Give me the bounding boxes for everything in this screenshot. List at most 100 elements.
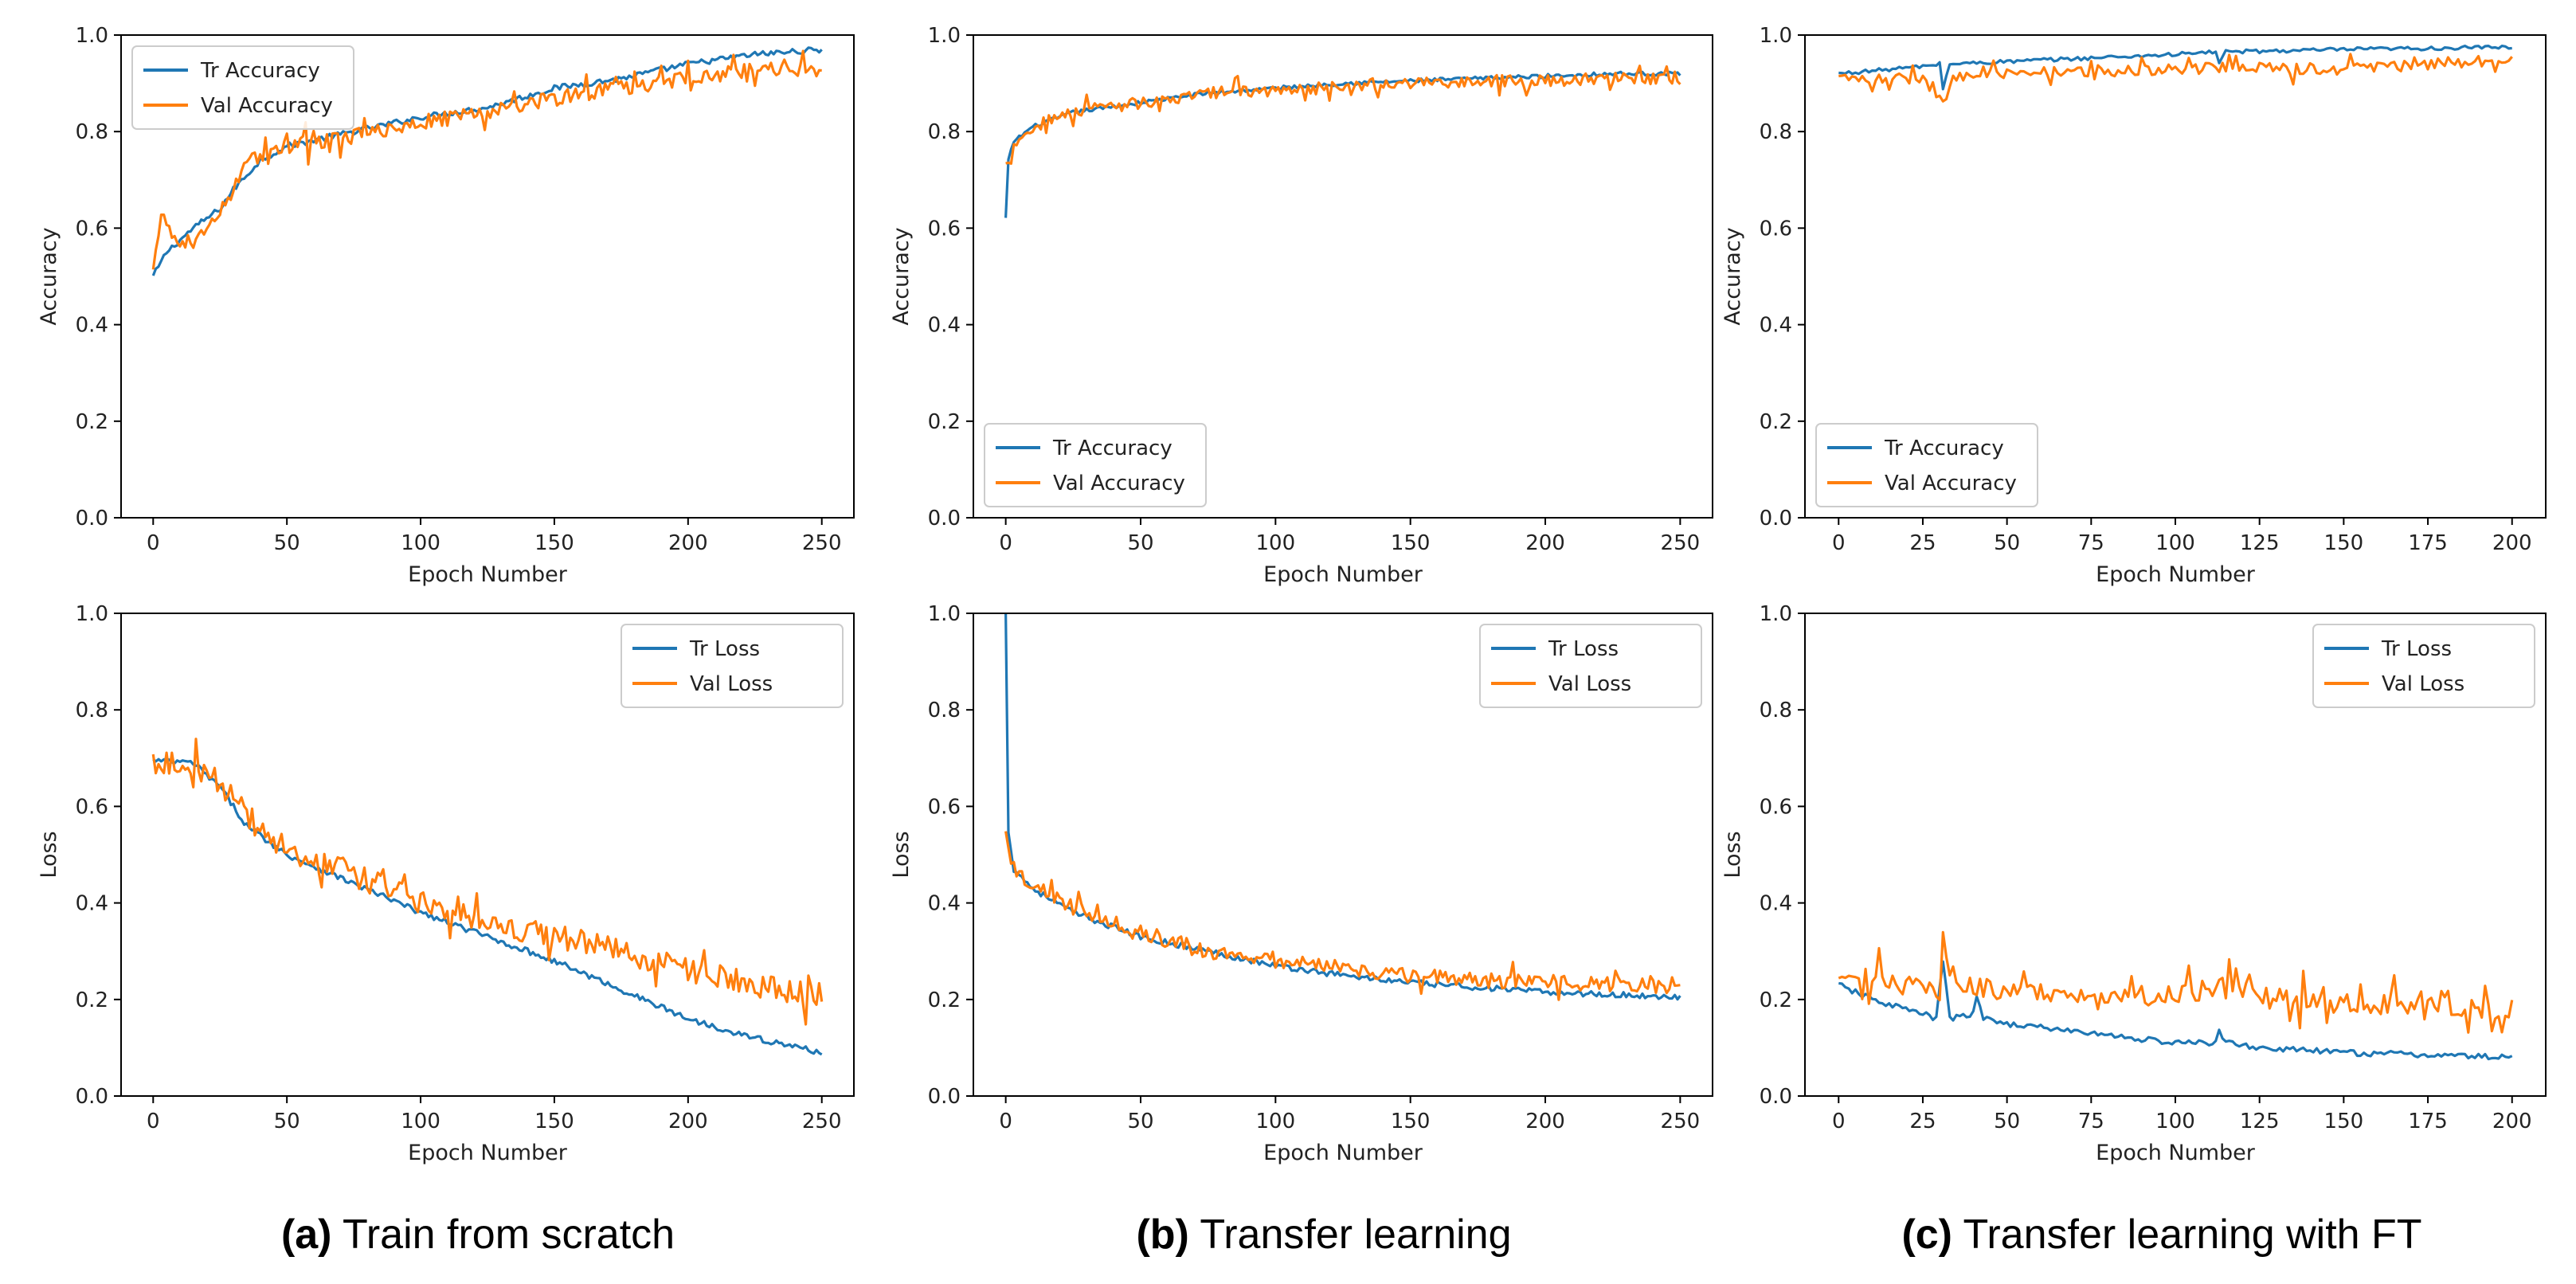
y-tick-label: 0.2 — [1760, 410, 1792, 434]
series-line-train — [152, 757, 823, 1056]
legend: Tr Accuracy Val Accuracy — [984, 423, 1207, 507]
y-axis-label: Loss — [1721, 831, 1745, 878]
y-tick-label: 1.0 — [1760, 24, 1792, 48]
legend-label-val: Val Loss — [690, 672, 773, 696]
panel-b-loss: 0 50 100 150 200 250 0.0 0.2 0.4 0.6 0.8 1.0 Epoch N… — [889, 602, 1713, 1165]
legend: Tr Accuracy Val Accuracy — [131, 45, 354, 130]
x-tick-label: 50 — [1994, 1110, 2020, 1133]
panel-a-accuracy: 0 50 100 150 200 250 0.0 0.2 0.4 0.6 0.8 1.0 Epoch N… — [37, 24, 855, 587]
x-tick-label: 50 — [1127, 531, 1153, 555]
x-tick-label: 150 — [534, 1110, 574, 1133]
x-tick-label: 150 — [2324, 531, 2364, 555]
x-tick-label: 50 — [274, 1110, 300, 1133]
x-tick-label: 25 — [1909, 531, 1936, 555]
y-tick-label: 0.4 — [928, 314, 961, 338]
legend-label-val: Val Accuracy — [1885, 472, 2017, 495]
legend-label-train: Tr Loss — [2381, 637, 2452, 661]
x-axis-label: Epoch Number — [1263, 1141, 1423, 1165]
series-line-train — [1838, 44, 2512, 91]
y-tick-label: 0.4 — [76, 314, 108, 338]
x-tick-label: 50 — [274, 531, 300, 555]
x-tick-label: 200 — [2492, 531, 2532, 555]
axes-frame — [120, 34, 855, 519]
x-tick-label: 250 — [1661, 1110, 1701, 1133]
y-tick-label: 0.6 — [928, 217, 961, 241]
caption-c-letter: (c) — [1901, 1212, 1952, 1258]
y-axis-label: Loss — [889, 831, 914, 878]
series-line-val — [151, 738, 824, 1026]
x-tick-label: 200 — [668, 1110, 708, 1133]
legend-label-train: Tr Loss — [1548, 637, 1619, 661]
panel-b-accuracy: 0 50 100 150 200 250 0.0 0.2 0.4 0.6 0.8 1.0 Epoch N… — [889, 24, 1713, 587]
x-axis-label: Epoch Number — [2096, 562, 2256, 587]
x-tick-label: 150 — [534, 531, 574, 555]
caption-c-text: Transfer learning with FT — [1963, 1212, 2422, 1258]
x-tick-label: 50 — [1994, 531, 2020, 555]
x-tick-label: 75 — [2078, 531, 2104, 555]
y-tick-label: 1.0 — [1760, 602, 1792, 626]
x-tick-label: 0 — [1832, 1110, 1846, 1133]
legend: Tr Loss Val Loss — [2312, 624, 2535, 708]
legend-label-train: Tr Loss — [689, 637, 760, 661]
caption-a-letter: (a) — [280, 1212, 332, 1258]
legend-box — [1815, 423, 2038, 507]
y-tick-label: 0.6 — [1760, 795, 1792, 819]
x-tick-label: 200 — [2492, 1110, 2532, 1133]
legend-label-train: Tr Accuracy — [1052, 436, 1173, 460]
series-line-val — [1838, 53, 2513, 103]
y-tick-label: 0.4 — [1760, 314, 1792, 338]
x-tick-label: 200 — [1525, 1110, 1565, 1133]
x-tick-label: 175 — [2408, 531, 2448, 555]
y-tick-label: 0.8 — [1760, 120, 1792, 144]
caption-b: (b) Transfer learning — [1136, 1211, 1511, 1259]
y-tick-label: 0.8 — [1760, 699, 1792, 722]
y-tick-label: 0.2 — [928, 410, 961, 434]
y-tick-label: 0.4 — [1760, 892, 1792, 916]
x-tick-label: 0 — [999, 1110, 1012, 1133]
y-tick-label: 0.6 — [76, 217, 108, 241]
axes-frame — [973, 34, 1713, 519]
panel-c-loss: 0 25 50 75 100 125 150 175 200 0.0 0.2 0.4 0.6 0.8 1.0… — [1721, 602, 2547, 1165]
series-line-val — [1005, 65, 1681, 165]
y-tick-label: 0.2 — [76, 988, 108, 1012]
x-tick-label: 100 — [401, 531, 440, 555]
x-tick-label: 200 — [668, 531, 708, 555]
y-tick-label: 0.8 — [928, 699, 961, 722]
x-axis-label: Epoch Number — [2096, 1141, 2256, 1165]
legend: Tr Loss Val Loss — [1479, 624, 1702, 708]
legend-box — [131, 45, 354, 130]
series-line-train — [1004, 70, 1681, 218]
y-axis-label: Accuracy — [37, 227, 61, 325]
legend-label-val: Val Loss — [1548, 672, 1631, 696]
series-line-train — [151, 46, 823, 276]
y-tick-label: 0.2 — [928, 988, 961, 1012]
series-line-val — [151, 49, 822, 270]
x-tick-label: 100 — [2155, 531, 2195, 555]
x-axis-label: Epoch Number — [408, 1141, 568, 1165]
x-tick-label: 250 — [1661, 531, 1701, 555]
legend-label-train: Tr Accuracy — [200, 59, 320, 83]
caption-c: (c) Transfer learning with FT — [1901, 1211, 2421, 1259]
x-tick-label: 100 — [1256, 1110, 1296, 1133]
x-tick-label: 250 — [802, 531, 842, 555]
y-tick-label: 0.8 — [76, 120, 108, 144]
y-tick-label: 0.0 — [928, 507, 961, 530]
caption-a-text: Train from scratch — [343, 1212, 675, 1258]
y-axis-label: Accuracy — [1721, 227, 1745, 325]
y-tick-label: 0.8 — [928, 120, 961, 144]
legend: Tr Loss Val Loss — [621, 624, 844, 708]
legend: Tr Accuracy Val Accuracy — [1815, 423, 2038, 507]
legend-box — [2312, 624, 2535, 708]
series-line-val — [1004, 831, 1681, 1001]
axes-frame — [973, 613, 1713, 1097]
y-tick-label: 0.0 — [76, 1085, 108, 1109]
legend-box — [1479, 624, 1702, 708]
x-tick-label: 0 — [1832, 531, 1846, 555]
x-tick-label: 0 — [147, 531, 160, 555]
y-axis-label: Accuracy — [889, 227, 914, 325]
y-tick-label: 0.0 — [76, 507, 108, 530]
caption-a: (a) Train from scratch — [281, 1211, 675, 1259]
x-tick-label: 75 — [2078, 1110, 2104, 1133]
series-line-train — [1838, 960, 2513, 1061]
